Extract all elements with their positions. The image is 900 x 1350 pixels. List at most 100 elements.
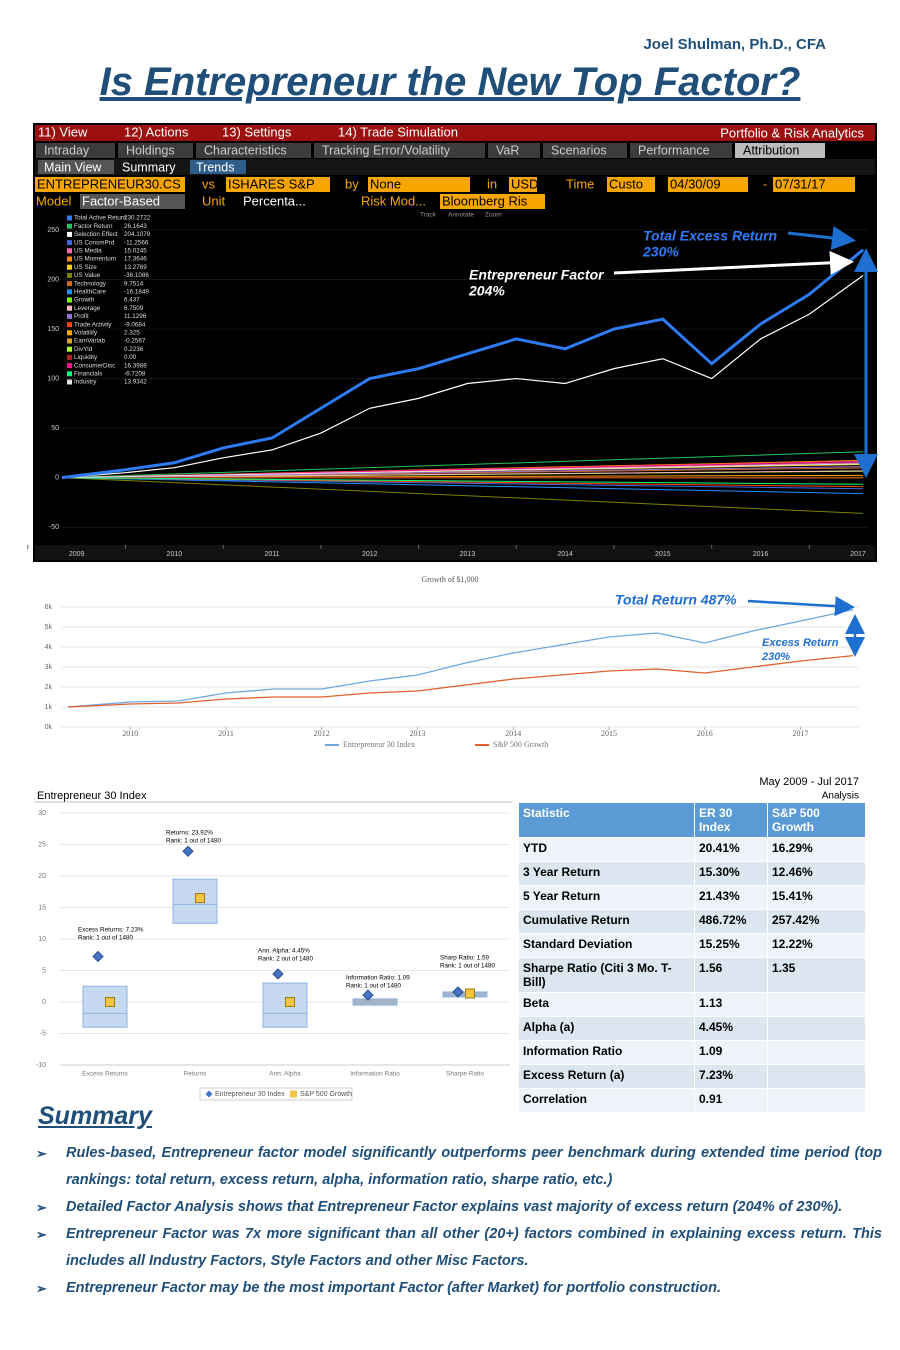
annotation: Rank: 1 out of 1480 [346, 983, 401, 990]
chart-tool: Zoom [485, 212, 502, 219]
legend-value: 204.1079 [124, 231, 151, 238]
tab [735, 143, 825, 158]
legend-name: EarnVariab [74, 338, 106, 345]
table-row: 5 Year Return 21.43% 15.41% [518, 885, 866, 910]
control-value: 07/31/17 [775, 176, 826, 191]
tab [488, 143, 540, 158]
factor-line [61, 477, 864, 495]
table-cell: 1.35 [767, 957, 866, 993]
analysis: Analysis [822, 791, 859, 802]
legend-name: US Momentum [74, 256, 116, 263]
tab-label: Intraday [44, 143, 90, 157]
legend-value: -9.0684 [124, 321, 146, 328]
legend-swatch [67, 289, 72, 295]
annotation: Sharp Ratio: 1.59 [440, 955, 490, 962]
table-cell: 1.09 [694, 1040, 768, 1065]
legend-label: Entrepreneur 30 Index [343, 740, 415, 749]
author: Joel Shulman, Ph.D., CFA [643, 36, 826, 53]
table-cell: Information Ratio [518, 1040, 695, 1065]
chart-tool: Track [420, 212, 437, 219]
arrow [747, 596, 855, 617]
table-cell: 4.45% [694, 1016, 768, 1041]
stats-table: Statistic ER 30 Index S&P 500 Growth YTD 20.… [518, 802, 866, 1113]
factor-line [61, 477, 864, 514]
x-tick-label: Sharpe Ratio [446, 1071, 484, 1078]
legend-value: 13.9342 [124, 379, 147, 386]
annotation: Entrepreneur Factor [469, 267, 605, 283]
table-cell: Correlation [518, 1088, 695, 1113]
table-row: Beta 1.13 [518, 992, 866, 1017]
empty-cell [767, 992, 866, 1017]
legend-value: 6.437 [124, 297, 140, 304]
table-row: Sharpe Ratio (Citi 3 Mo. T-Bill) 1.56 1.35 [518, 957, 866, 993]
y-tick-label: 250 [47, 227, 59, 234]
menu-item: 12) Actions [124, 124, 189, 139]
x-tick-label: 2013 [460, 551, 476, 558]
control-value: ISHARES S&P [228, 176, 315, 191]
legend-swatch [67, 330, 72, 336]
legend-value: 11.1296 [124, 313, 147, 320]
subtab-label: Summary [122, 160, 176, 174]
legend-name: US Value [74, 272, 101, 279]
y-tick-label: -5 [40, 1030, 46, 1037]
legend-name: Industry [74, 379, 97, 386]
control-label: Risk Mod... [361, 193, 426, 208]
table-cell: Alpha (a) [518, 1016, 695, 1041]
x-tick-label: 2015 [601, 729, 617, 738]
control-label: Time [566, 176, 594, 191]
control-field [509, 177, 537, 192]
legend-square [290, 1090, 297, 1098]
legend-value: -16.1849 [124, 288, 149, 295]
legend-swatch [67, 215, 72, 221]
y-tick-label: 200 [47, 276, 59, 283]
chart-tool: Annotate [448, 212, 474, 219]
table-cell: 12.22% [767, 933, 866, 958]
legend-name: Trade Activity [74, 321, 112, 328]
subtab [116, 160, 186, 174]
table-row: Correlation 0.91 [518, 1088, 866, 1113]
subtab [38, 160, 114, 174]
table-cell: 16.29% [767, 837, 866, 862]
bullet: Rules-based, Entrepreneur factor model s… [36, 1140, 882, 1194]
table-cell: 1.56 [694, 957, 768, 993]
x-tick-label: 2017 [850, 551, 866, 558]
x-tick-label: 2015 [655, 551, 671, 558]
table-cell: Excess Return (a) [518, 1064, 695, 1089]
x-tick-label: 2010 [167, 551, 183, 558]
menu-item: 14) Trade Simulation [338, 124, 458, 139]
square-marker [285, 997, 295, 1007]
legend-diamond [205, 1090, 213, 1098]
y-tick-label: -50 [49, 524, 59, 531]
diamond-marker [92, 950, 104, 963]
x-tick-label: 2014 [505, 729, 521, 738]
y-tick-label: 15 [38, 904, 46, 911]
menu-item: 11) View [38, 124, 88, 139]
table-cell: 257.42% [767, 909, 866, 934]
tab-label: Scenarios [551, 143, 607, 157]
table-cell: 7.23% [694, 1064, 768, 1089]
y-tick-label: 25 [38, 841, 46, 848]
control-field [607, 177, 655, 192]
legend-value: 16.3988 [124, 362, 147, 369]
y-tick-label: 1k [45, 704, 53, 711]
legend-label: Entrepreneur 30 Index [215, 1091, 285, 1098]
tab [314, 143, 485, 158]
legend-value: -0.2567 [124, 338, 146, 345]
table-row: Alpha (a) 4.45% [518, 1016, 866, 1041]
y-tick-label: 50 [51, 425, 59, 432]
control-field [35, 177, 185, 192]
header-cell: S&P 500 Growth [767, 802, 866, 838]
header-cell: Statistic [518, 802, 695, 838]
y-tick-label: 5k [45, 624, 53, 631]
legend-value: -11.2566 [124, 239, 149, 246]
y-tick-label: 30 [38, 810, 46, 817]
menu-item: 13) Settings [222, 124, 292, 139]
legend-swatch [67, 313, 72, 319]
legend-name: Liquidity [74, 354, 98, 361]
diamond-marker [272, 968, 284, 980]
control-field [226, 177, 330, 192]
square-marker [105, 997, 115, 1007]
legend-label: S&P 500 Growth [493, 740, 548, 749]
x-tick-label: 2012 [314, 729, 330, 738]
